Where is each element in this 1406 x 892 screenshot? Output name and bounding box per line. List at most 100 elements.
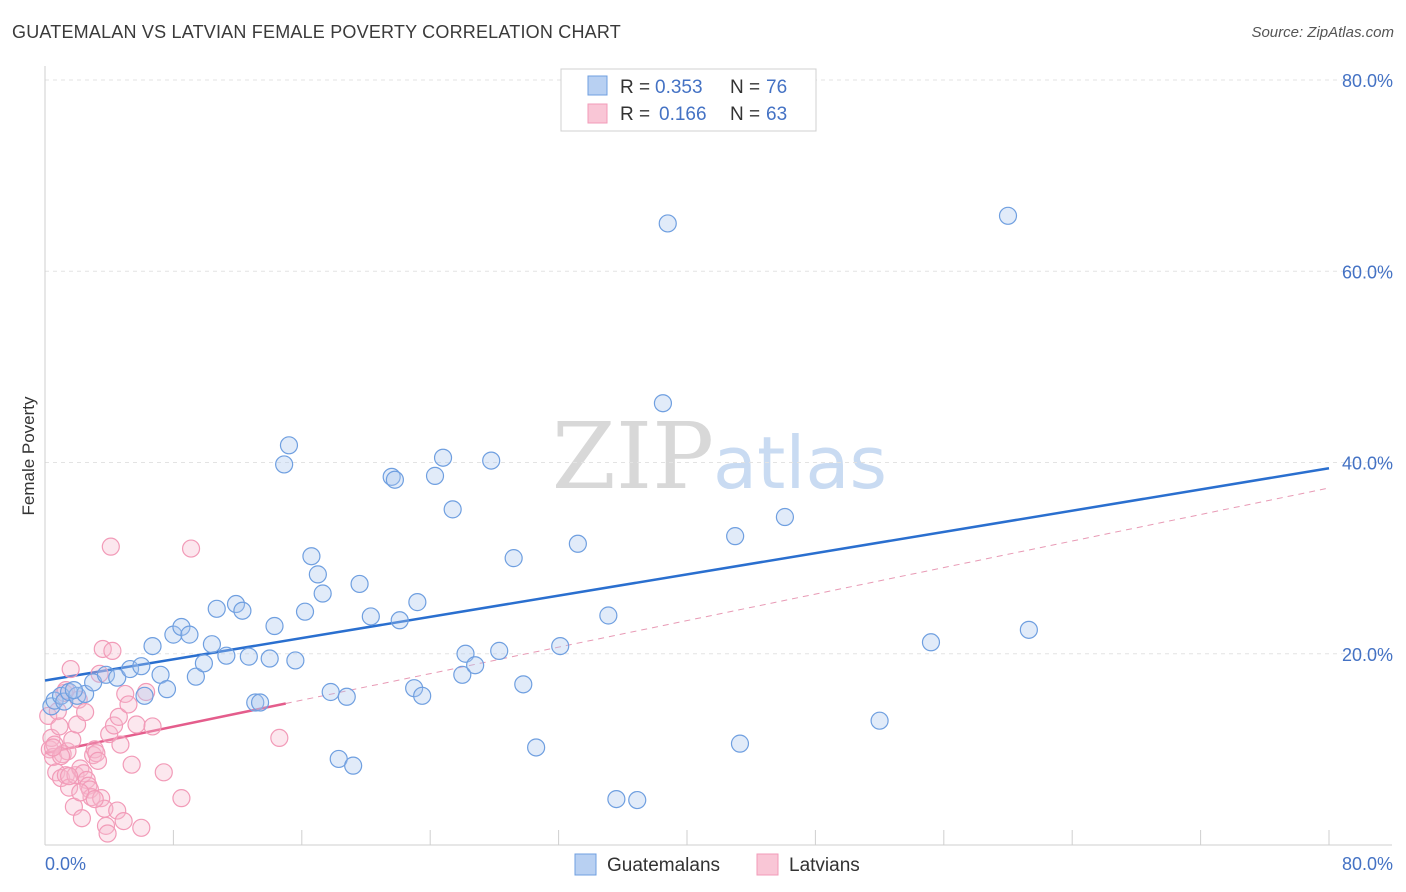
legend-r-label-guatemalans: R = <box>620 77 650 98</box>
point-guatemalans <box>504 549 523 568</box>
point-latvians <box>103 641 122 660</box>
point-guatemalans <box>466 656 485 675</box>
point-guatemalans <box>260 649 279 668</box>
legend-swatch-guatemalans <box>587 75 608 96</box>
point-latvians <box>101 537 120 556</box>
series-legend: Guatemalans Latvians <box>574 853 860 876</box>
data-points <box>39 206 1038 843</box>
point-guatemalans <box>120 659 140 679</box>
legend-swatch-latvians <box>587 103 608 124</box>
point-latvians <box>114 811 133 831</box>
point-guatemalans <box>568 534 587 553</box>
point-guatemalans <box>233 601 252 620</box>
point-guatemalans <box>132 657 151 676</box>
chart-source: Source: ZipAtlas.com <box>1251 24 1394 41</box>
point-guatemalans <box>921 633 941 652</box>
point-guatemalans <box>302 547 321 566</box>
point-latvians <box>127 715 146 734</box>
point-latvians <box>109 707 128 726</box>
series-legend-label-latvians: Latvians <box>789 855 860 876</box>
point-latvians <box>108 801 127 820</box>
legend-r-label-latvians: R = <box>620 104 650 125</box>
point-guatemalans <box>425 466 445 485</box>
point-latvians <box>270 728 289 748</box>
trend-extension-latvians <box>285 487 1330 704</box>
point-guatemalans <box>286 651 305 670</box>
series-legend-swatch-guatemalans <box>574 853 597 876</box>
point-latvians <box>116 684 135 704</box>
legend-r-value-latvians: 0.166 <box>659 104 707 125</box>
point-guatemalans <box>775 507 795 527</box>
point-latvians <box>88 751 108 770</box>
point-latvians <box>50 717 69 736</box>
point-latvians <box>111 735 130 754</box>
point-guatemalans <box>344 756 363 775</box>
point-latvians <box>119 695 138 714</box>
point-guatemalans <box>194 654 213 673</box>
trend-line-guatemalans <box>44 467 1330 682</box>
point-guatemalans <box>186 667 205 686</box>
point-latvians <box>82 788 101 807</box>
trend-line-latvians <box>44 702 287 755</box>
point-latvians <box>172 789 191 808</box>
legend-r-value-guatemalans: 0.353 <box>655 77 703 98</box>
point-guatemalans <box>250 693 270 712</box>
point-guatemalans <box>108 668 127 687</box>
point-latvians <box>132 818 151 837</box>
point-guatemalans <box>313 584 332 603</box>
point-guatemalans <box>217 646 236 665</box>
series-legend-swatch-latvians <box>756 853 779 876</box>
point-guatemalans <box>143 636 162 656</box>
point-guatemalans <box>350 574 369 594</box>
y-tick-label: 60.0% <box>1342 262 1393 282</box>
y-tick-label: 20.0% <box>1342 645 1393 665</box>
point-guatemalans <box>998 206 1018 225</box>
legend-n-value-latvians: 63 <box>766 104 787 125</box>
point-guatemalans <box>599 606 618 625</box>
point-latvians <box>76 702 95 722</box>
point-guatemalans <box>207 599 226 618</box>
point-guatemalans <box>726 527 745 546</box>
y-tick-label: 40.0% <box>1342 454 1393 474</box>
point-guatemalans <box>870 711 889 730</box>
point-guatemalans <box>433 448 453 467</box>
point-guatemalans <box>658 214 677 233</box>
point-guatemalans <box>64 680 83 700</box>
point-latvians <box>100 724 119 744</box>
point-latvians <box>63 730 82 749</box>
tick-labels: 20.0% 40.0% 60.0% 80.0% 0.0% 80.0% <box>45 71 1393 874</box>
point-guatemalans <box>653 394 673 413</box>
point-guatemalans <box>337 687 356 706</box>
point-latvians <box>43 738 63 757</box>
point-guatemalans <box>443 500 462 519</box>
point-guatemalans <box>157 680 177 699</box>
point-guatemalans <box>551 636 570 656</box>
point-guatemalans <box>226 594 246 614</box>
point-latvians <box>154 763 173 782</box>
point-guatemalans <box>628 790 647 810</box>
point-guatemalans <box>361 607 380 626</box>
point-guatemalans <box>295 602 315 621</box>
point-guatemalans <box>180 625 199 644</box>
point-guatemalans <box>275 455 294 474</box>
watermark-zip: ZIP <box>552 403 714 510</box>
point-latvians <box>104 716 124 735</box>
legend-n-value-guatemalans: 76 <box>766 77 787 98</box>
point-latvians <box>72 809 92 828</box>
point-guatemalans <box>308 565 327 584</box>
point-guatemalans <box>239 647 258 666</box>
point-latvians <box>59 767 79 786</box>
legend-n-label-guatemalans: N = <box>730 77 760 98</box>
point-guatemalans <box>413 686 432 705</box>
point-guatemalans <box>482 451 501 470</box>
y-tick-label: 80.0% <box>1342 71 1393 91</box>
point-guatemalans <box>1019 620 1038 639</box>
trend-lines <box>44 467 1330 755</box>
point-latvians <box>85 789 104 809</box>
point-guatemalans <box>490 641 509 660</box>
point-guatemalans <box>382 467 401 486</box>
series-legend-label-guatemalans: Guatemalans <box>607 855 720 876</box>
point-guatemalans <box>730 734 750 753</box>
point-guatemalans <box>135 686 154 705</box>
